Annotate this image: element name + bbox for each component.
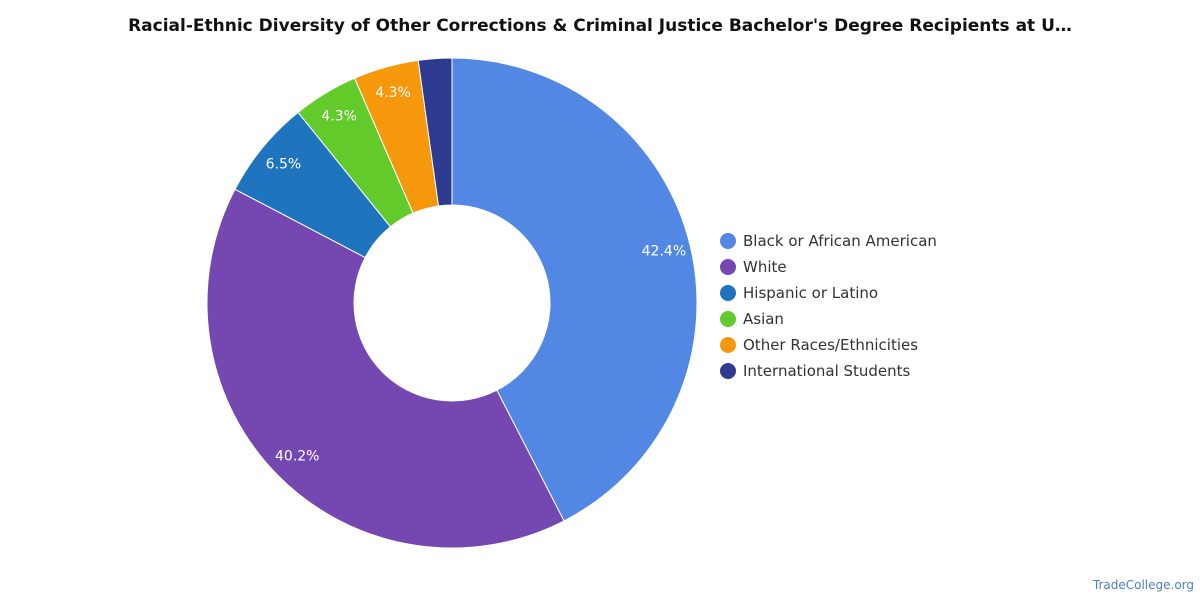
chart-title: Racial-Ethnic Diversity of Other Correct… <box>128 16 1072 36</box>
legend-label-0: Black or African American <box>743 232 937 250</box>
slice-label-1: 40.2% <box>275 449 319 465</box>
legend-swatch-3 <box>720 311 736 327</box>
slice-labels-group: 42.4% 40.2% 6.5% 4.3% 4.3% <box>266 85 686 464</box>
legend-swatch-5 <box>720 363 736 379</box>
legend-item-1[interactable]: White <box>720 254 980 280</box>
legend-label-2: Hispanic or Latino <box>743 284 879 302</box>
legend-item-2[interactable]: Hispanic or Latino <box>720 280 980 306</box>
legend-swatch-1 <box>720 259 736 275</box>
slice-5[interactable] <box>417 57 453 207</box>
slice-label-0: 42.4% <box>642 244 686 260</box>
slice-0[interactable] <box>451 57 698 522</box>
slice-1[interactable] <box>206 188 565 549</box>
legend-item-5[interactable]: International Students <box>720 358 980 384</box>
legend-label-1: White <box>743 258 787 276</box>
legend-item-4[interactable]: Other Races/Ethnicities <box>720 332 980 358</box>
slice-label-2: 6.5% <box>266 157 302 173</box>
legend-label-4: Other Races/Ethnicities <box>743 336 919 354</box>
legend-swatch-4 <box>720 337 736 353</box>
legend-swatch-0 <box>720 233 736 249</box>
legend-label-5: International Students <box>743 362 911 380</box>
legend-swatch-2 <box>720 285 736 301</box>
legend-item-0[interactable]: Black or African American <box>720 228 980 254</box>
slice-label-4: 4.3% <box>375 85 411 101</box>
legend-label-3: Asian <box>743 310 784 328</box>
slices-group <box>206 57 698 549</box>
watermark[interactable]: TradeCollege.org <box>1092 578 1194 592</box>
slice-label-3: 4.3% <box>321 108 357 124</box>
legend: Black or African American White Hispanic o… <box>720 228 980 384</box>
legend-item-3[interactable]: Asian <box>720 306 980 332</box>
